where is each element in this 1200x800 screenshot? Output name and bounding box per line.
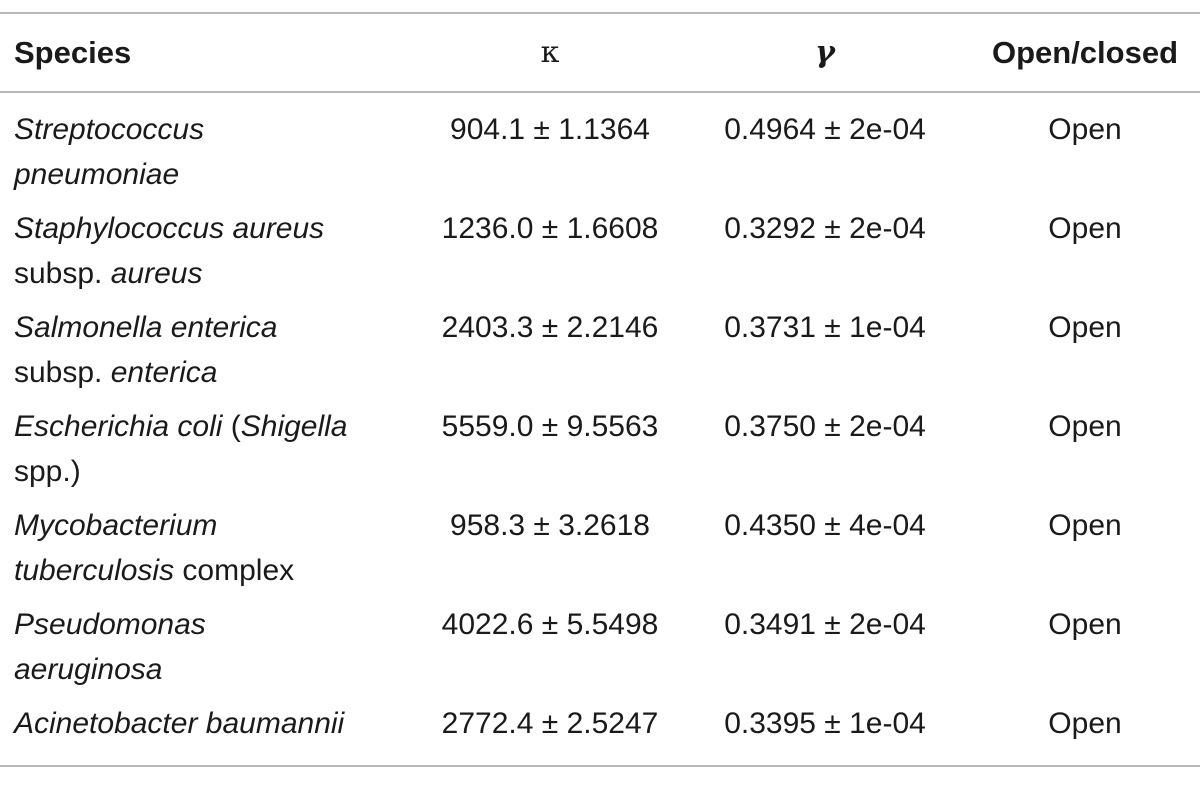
species-name-segment: enterica: [110, 356, 218, 389]
cell-open-closed: Open: [1048, 608, 1122, 641]
species-name-line: Escherichia coli (Shigella: [14, 404, 404, 449]
header-gamma: γ: [815, 35, 835, 70]
species-name-segment: spp.): [14, 455, 81, 488]
cell-gamma: 0.3395 ± 1e-04: [724, 707, 926, 740]
cell-gamma: 0.4350 ± 4e-04: [724, 509, 926, 542]
species-name-segment: (: [222, 410, 241, 443]
cell-kappa: 2403.3 ± 2.2146: [441, 311, 659, 344]
cell-gamma: 0.3491 ± 2e-04: [724, 608, 926, 641]
header-kappa: κ: [540, 35, 560, 70]
cell-kappa: 5559.0 ± 9.5563: [441, 410, 659, 443]
cell-open-closed: Open: [1048, 113, 1122, 146]
species-name-segment: Escherichia coli: [14, 410, 223, 443]
species-name-segment: Pseudomonas: [14, 608, 206, 641]
species-name-segment: aeruginosa: [14, 653, 163, 686]
table-row: Mycobacterium tuberculosis complex 958.3 ±…: [0, 503, 1200, 602]
cell-species: Mycobacterium tuberculosis complex: [14, 503, 404, 593]
species-name-segment: complex: [174, 554, 295, 587]
species-name-segment: Salmonella enterica: [14, 311, 278, 344]
species-name-line: subsp. enterica: [14, 350, 404, 395]
species-name-line: Staphylococcus aureus: [14, 206, 404, 251]
species-name-line: aeruginosa: [14, 647, 404, 692]
cell-species: Staphylococcus aureus subsp. aureus: [14, 206, 404, 296]
cell-species: Escherichia coli (Shigella spp.): [14, 404, 404, 494]
species-name-segment: aureus: [110, 257, 203, 290]
header-open-closed: Open/closed: [991, 35, 1179, 70]
table-header-row: Species κ γ Open/closed: [0, 14, 1200, 91]
species-name-line: tuberculosis complex: [14, 548, 404, 593]
cell-gamma: 0.3750 ± 2e-04: [724, 410, 926, 443]
species-name-segment: subsp.: [14, 257, 111, 290]
cell-kappa: 1236.0 ± 1.6608: [441, 212, 659, 245]
species-name-segment: Acinetobacter baumannii: [14, 707, 345, 740]
cell-species: Acinetobacter baumannii: [14, 701, 404, 746]
species-name-line: Streptococcus: [14, 107, 404, 152]
data-table: Species κ γ Open/closed Streptococcus pne…: [0, 12, 1200, 767]
species-name-segment: subsp.: [14, 356, 111, 389]
cell-species: Pseudomonas aeruginosa: [14, 602, 404, 692]
table-row: Escherichia coli (Shigella spp.) 5559.0 ± …: [0, 404, 1200, 503]
species-name-line: spp.): [14, 449, 404, 494]
cell-open-closed: Open: [1048, 509, 1122, 542]
cell-gamma: 0.3292 ± 2e-04: [724, 212, 926, 245]
species-name-line: Acinetobacter baumannii: [14, 701, 404, 746]
cell-kappa: 958.3 ± 3.2618: [450, 509, 650, 542]
species-name-segment: Shigella: [240, 410, 348, 443]
species-name-line: Pseudomonas: [14, 602, 404, 647]
cell-kappa: 4022.6 ± 5.5498: [441, 608, 659, 641]
species-name-segment: Staphylococcus aureus: [14, 212, 325, 245]
cell-open-closed: Open: [1048, 311, 1122, 344]
cell-gamma: 0.4964 ± 2e-04: [724, 113, 926, 146]
cell-open-closed: Open: [1048, 707, 1122, 740]
header-species: Species: [14, 35, 132, 70]
table-row: Pseudomonas aeruginosa 4022.6 ± 5.5498 0.34…: [0, 602, 1200, 701]
table-body: Streptococcus pneumoniae 904.1 ± 1.1364 0.4…: [0, 107, 1200, 800]
species-name-line: Salmonella enterica: [14, 305, 404, 350]
cell-open-closed: Open: [1048, 212, 1122, 245]
species-name-line: pneumoniae: [14, 152, 404, 197]
table-header-rule: [0, 91, 1200, 93]
cell-kappa: 2772.4 ± 2.5247: [441, 707, 659, 740]
table-row: Streptococcus pneumoniae 904.1 ± 1.1364 0.4…: [0, 107, 1200, 206]
table-row: Staphylococcus aureus subsp. aureus 1236.0…: [0, 206, 1200, 305]
table-row: Salmonella enterica subsp. enterica 2403.3…: [0, 305, 1200, 404]
table-top-rule: [0, 12, 1200, 14]
cell-species: Streptococcus pneumoniae: [14, 107, 404, 197]
cell-open-closed: Open: [1048, 410, 1122, 443]
species-name-line: subsp. aureus: [14, 251, 404, 296]
table-row: Acinetobacter baumannii 2772.4 ± 2.5247 0.…: [0, 701, 1200, 800]
species-name-segment: Mycobacterium: [14, 509, 218, 542]
cell-kappa: 904.1 ± 1.1364: [450, 113, 650, 146]
table-bottom-rule: [0, 765, 1200, 767]
species-name-line: Mycobacterium: [14, 503, 404, 548]
species-name-segment: tuberculosis: [14, 554, 175, 587]
species-name-segment: pneumoniae: [14, 158, 180, 191]
cell-gamma: 0.3731 ± 1e-04: [724, 311, 926, 344]
species-name-segment: Streptococcus: [14, 113, 205, 146]
cell-species: Salmonella enterica subsp. enterica: [14, 305, 404, 395]
